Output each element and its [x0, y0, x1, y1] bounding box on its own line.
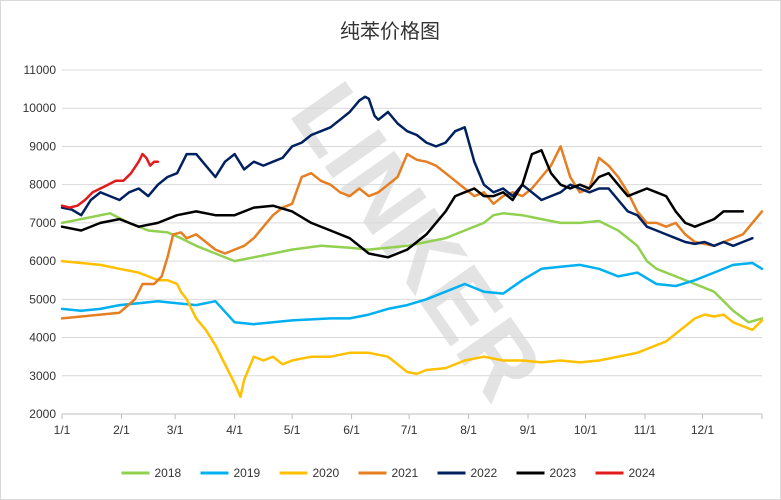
x-tick-label: 2/1 [113, 423, 130, 437]
legend-label-2023: 2023 [550, 466, 577, 480]
y-tick-label: 3000 [29, 369, 56, 383]
series-line-2020 [60, 259, 764, 399]
legend-label-2018: 2018 [155, 466, 182, 480]
series-line-2023 [60, 149, 745, 259]
legend-label-2021: 2021 [392, 466, 419, 480]
x-tick-label: 3/1 [167, 423, 184, 437]
x-tick-label: 6/1 [343, 423, 360, 437]
y-tick-label: 11000 [24, 63, 57, 77]
y-tick-label: 6000 [29, 254, 56, 268]
axes: 2000 3000 4000 5000 6000 7000 8000 9000 10000 110… [23, 63, 763, 437]
x-tick-label: 12/1 [691, 423, 715, 437]
y-tick-label: 7000 [29, 216, 56, 230]
legend-label-2019: 2019 [234, 466, 261, 480]
y-tick-label: 4000 [29, 331, 56, 345]
x-tick-label: 10/1 [574, 423, 598, 437]
chart-title: 纯苯价格图 [340, 19, 440, 43]
y-tick-label: 8000 [29, 178, 56, 192]
y-tick-label: 10000 [23, 101, 57, 115]
y-tick-label: 2000 [29, 407, 56, 421]
x-tick-label: 1/1 [54, 423, 71, 437]
legend-label-2022: 2022 [471, 466, 498, 480]
x-tick-label: 9/1 [520, 423, 537, 437]
series-line-2019 [60, 261, 764, 326]
x-tick-label: 5/1 [284, 423, 301, 437]
series-line-2024 [60, 152, 160, 209]
y-tick-label: 5000 [29, 292, 56, 306]
series-line-2018 [60, 212, 764, 324]
y-tick-label: 9000 [29, 139, 56, 153]
series-line-2022 [60, 95, 754, 248]
x-tick-label: 11/1 [634, 423, 657, 437]
legend-label-2024: 2024 [629, 466, 656, 480]
legend: 2018 2019 2020 2021 2022 2023 2024 [121, 466, 656, 480]
series-lines [60, 95, 764, 399]
x-tick-label: 7/1 [401, 423, 418, 437]
x-tick-label: 4/1 [226, 423, 243, 437]
x-tick-label: 8/1 [460, 423, 477, 437]
legend-label-2020: 2020 [313, 466, 340, 480]
series-line-2021 [60, 145, 764, 320]
